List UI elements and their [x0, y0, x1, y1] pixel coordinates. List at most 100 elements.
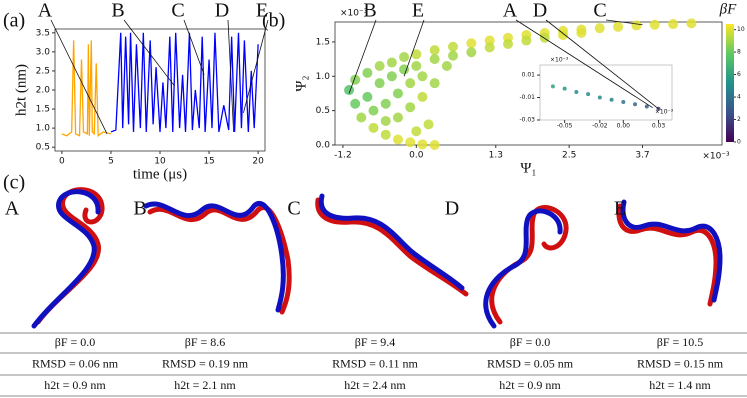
x-tick-label: 0.03 [652, 123, 666, 130]
annotation-label: B [111, 0, 124, 22]
x-tick-label: 0.00 [617, 123, 631, 130]
table-cell: βF = 8.6 [185, 335, 226, 349]
point [392, 134, 403, 145]
point [429, 140, 440, 150]
annotation-label: C [171, 0, 184, 22]
table-cell: RMSD = 0.06 nm [32, 356, 119, 370]
point [633, 102, 638, 107]
point [550, 84, 555, 89]
point [344, 85, 355, 96]
x-tick-label: 15 [203, 157, 214, 167]
point [356, 112, 367, 123]
x-tick-label: 3.7 [635, 151, 649, 161]
point [429, 54, 440, 65]
x-multiplier: ×10⁻³ [702, 152, 730, 162]
point [521, 35, 532, 46]
point [405, 137, 416, 148]
annotation-label: C [593, 0, 606, 22]
point [399, 64, 410, 75]
table-cell: h2t = 2.4 nm [344, 378, 406, 392]
x-tick-label: -1.2 [334, 151, 352, 161]
plot-area [539, 64, 673, 121]
annotation-line [348, 19, 377, 94]
annotation-label: E [412, 0, 424, 22]
point [350, 98, 361, 109]
annotation-line [50, 19, 108, 135]
table-cell: RMSD = 0.19 nm [162, 356, 249, 370]
table-cell: βF = 9.4 [355, 335, 396, 349]
annotation-line [183, 19, 205, 75]
point [429, 78, 440, 89]
point [386, 57, 397, 68]
colorbar-tick-label: 10 [737, 26, 745, 33]
point [362, 91, 373, 102]
table-cell: RMSD = 0.15 nm [637, 356, 724, 370]
point [405, 102, 416, 113]
point [380, 98, 391, 109]
x-tick-label: 2.5 [562, 151, 576, 161]
annotation-label: B [363, 0, 376, 22]
point [423, 119, 434, 130]
panel-label: (c) [3, 172, 25, 194]
series-line [61, 40, 112, 138]
colorbar-tick-label: 4 [737, 94, 741, 101]
x-tick-label: 20 [252, 157, 264, 167]
point [386, 71, 397, 82]
structure-label: B [133, 198, 146, 220]
x-tick-label: 0 [59, 157, 65, 167]
structure-label: A [5, 198, 20, 220]
annotation-line [605, 19, 643, 26]
annotation-label: E [256, 0, 268, 22]
y-tick-label: 0.0 [316, 141, 331, 151]
table-cell: βF = 0.0 [510, 335, 551, 349]
y-tick-label: -0.01 [519, 94, 535, 101]
point [597, 95, 602, 100]
annotation-line [227, 19, 234, 132]
point [374, 60, 385, 71]
table-cell: h2t = 2.1 nm [174, 378, 236, 392]
y-tick-label: 0.01 [522, 72, 536, 79]
table-cell: h2t = 0.9 nm [499, 378, 561, 392]
x-tick-label: 0.0 [409, 151, 424, 161]
annotation-label: D [215, 0, 229, 22]
annotation-label: A [503, 0, 518, 22]
point [368, 122, 379, 133]
y-axis-label: h2t (nm) [13, 64, 29, 116]
colorbar-tick-label: 0 [737, 139, 741, 146]
point [503, 38, 514, 49]
y-tick-label: 1.5 [36, 105, 50, 115]
point [586, 92, 591, 97]
y-axis-label: Ψ₂ [293, 75, 309, 91]
x-axis-label: time (μs) [133, 166, 187, 182]
point [374, 78, 385, 89]
y-tick-label: -0.03 [519, 117, 535, 124]
point [609, 97, 614, 102]
y-tick-label: 0.5 [316, 106, 330, 116]
point [441, 60, 452, 71]
point [447, 41, 458, 52]
table-cell: βF = 10.5 [657, 335, 704, 349]
point [466, 38, 477, 49]
structures [31, 187, 723, 329]
point [447, 50, 458, 61]
point [649, 19, 660, 30]
y-tick-label: 0.5 [36, 143, 50, 153]
point [417, 91, 428, 102]
x-multiplier: ×10⁻³ [655, 109, 674, 116]
point [417, 139, 428, 150]
colorbar-tick-label: 6 [737, 71, 741, 78]
point [399, 52, 410, 63]
y-tick-label: 1.5 [316, 37, 330, 47]
point [539, 32, 550, 43]
y-multiplier: ×10⁻³ [550, 57, 569, 64]
point [644, 104, 649, 109]
point [631, 20, 642, 31]
colorbar [726, 24, 734, 142]
y-tick-label: 2.5 [36, 66, 50, 76]
table-cell: RMSD = 0.05 nm [487, 356, 574, 370]
y-tick-label: 3.5 [36, 28, 50, 38]
point [558, 30, 569, 41]
table-cell: h2t = 0.9 nm [44, 378, 106, 392]
point [411, 126, 422, 137]
annotation-label: A [38, 0, 53, 22]
